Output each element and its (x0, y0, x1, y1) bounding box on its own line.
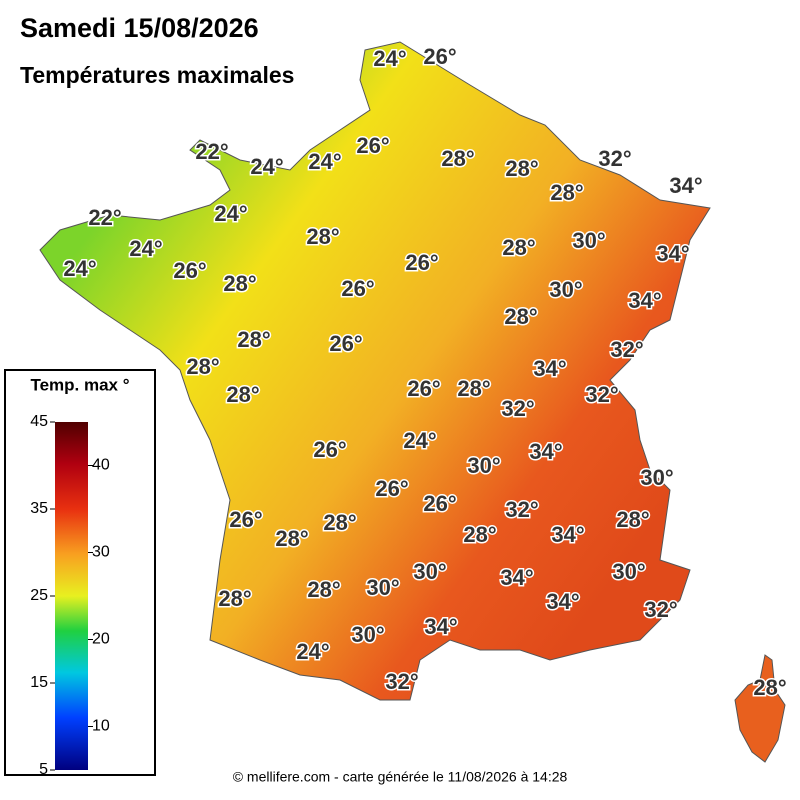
isotherm-label: 28° (223, 271, 256, 296)
isotherm-label: 28° (307, 577, 340, 602)
isotherm-label: 32° (598, 146, 631, 171)
corsica-map (734, 654, 786, 763)
scale-tick-label: 5 (39, 761, 48, 778)
isotherm-label: 24° (373, 46, 406, 71)
isotherm-label: 26° (229, 507, 262, 532)
isotherm-label: 28° (186, 354, 219, 379)
isotherm-label: 34° (669, 173, 702, 198)
isotherm-label: 28° (226, 382, 259, 407)
isotherm-label: 26° (423, 491, 456, 516)
scale-tick-label: 30 (92, 544, 110, 561)
legend-title: Temp. max ° (30, 375, 129, 394)
isotherm-label: 28° (237, 327, 270, 352)
isotherm-label: 24° (308, 149, 341, 174)
isotherm-label: 28° (457, 376, 490, 401)
isotherm-label: 34° (529, 439, 562, 464)
isotherm-label: 28° (323, 510, 356, 535)
isotherm-label: 34° (656, 241, 689, 266)
isotherm-label: 34° (424, 614, 457, 639)
scale-tick-label: 45 (30, 413, 48, 430)
isotherm-label: 30° (413, 559, 446, 584)
isotherm-label: 26° (423, 44, 456, 69)
isotherm-label: 26° (375, 476, 408, 501)
isotherm-label: 32° (505, 497, 538, 522)
isotherm-label: 28° (306, 224, 339, 249)
isotherm-label: 28° (275, 526, 308, 551)
isotherm-label: 24° (296, 639, 329, 664)
isotherm-label: 32° (644, 597, 677, 622)
isotherm-label: 26° (173, 258, 206, 283)
isotherm-label: 28° (550, 180, 583, 205)
isotherm-label: 32° (385, 669, 418, 694)
isotherm-label: 28° (463, 522, 496, 547)
isotherm-label: 32° (585, 382, 618, 407)
footer: © mellifere.com - carte générée le 11/08… (233, 769, 568, 785)
isotherm-label: 24° (214, 201, 247, 226)
france-map (39, 41, 711, 701)
color-scale (55, 422, 88, 770)
isotherm-label: 24° (403, 428, 436, 453)
isotherm-label: 26° (407, 376, 440, 401)
subtitle: Températures maximales (20, 62, 294, 88)
isotherm-label: 28° (753, 675, 786, 700)
isotherm-label: 22° (88, 205, 121, 230)
isotherm-label: 30° (351, 622, 384, 647)
isotherm-label: 34° (628, 288, 661, 313)
isotherm-label: 30° (612, 559, 645, 584)
isotherm-label: 34° (546, 589, 579, 614)
isotherm-label: 30° (467, 453, 500, 478)
isotherm-label: 30° (366, 575, 399, 600)
isotherm-label: 30° (549, 277, 582, 302)
isotherm-label: 30° (640, 465, 673, 490)
isotherm-label: 26° (313, 437, 346, 462)
isotherm-label: 28° (502, 235, 535, 260)
isotherm-label: 28° (441, 146, 474, 171)
isotherm-label: 34° (551, 522, 584, 547)
scale-tick-label: 10 (92, 718, 110, 735)
isotherm-label: 34° (500, 565, 533, 590)
isotherm-label: 26° (329, 331, 362, 356)
scale-tick-label: 20 (92, 631, 110, 648)
scale-tick-label: 25 (30, 587, 48, 604)
isotherm-label: 24° (129, 236, 162, 261)
scale-tick-label: 40 (92, 457, 110, 474)
scale-tick-label: 15 (30, 674, 48, 691)
title: Samedi 15/08/2026 (20, 13, 259, 43)
isotherm-label: 30° (572, 228, 605, 253)
isotherm-label: 32° (501, 396, 534, 421)
isotherm-label: 28° (505, 156, 538, 181)
isotherm-label: 26° (341, 276, 374, 301)
isotherm-label: 26° (405, 250, 438, 275)
scale-tick-label: 35 (30, 500, 48, 517)
isotherm-label: 34° (533, 356, 566, 381)
isotherm-label: 26° (356, 133, 389, 158)
isotherm-label: 24° (250, 154, 283, 179)
isotherm-label: 32° (610, 337, 643, 362)
isotherm-label: 28° (504, 304, 537, 329)
isotherm-label: 28° (616, 507, 649, 532)
isotherm-label: 24° (63, 256, 96, 281)
isotherm-label: 22° (195, 139, 228, 164)
isotherm-label: 28° (218, 586, 251, 611)
